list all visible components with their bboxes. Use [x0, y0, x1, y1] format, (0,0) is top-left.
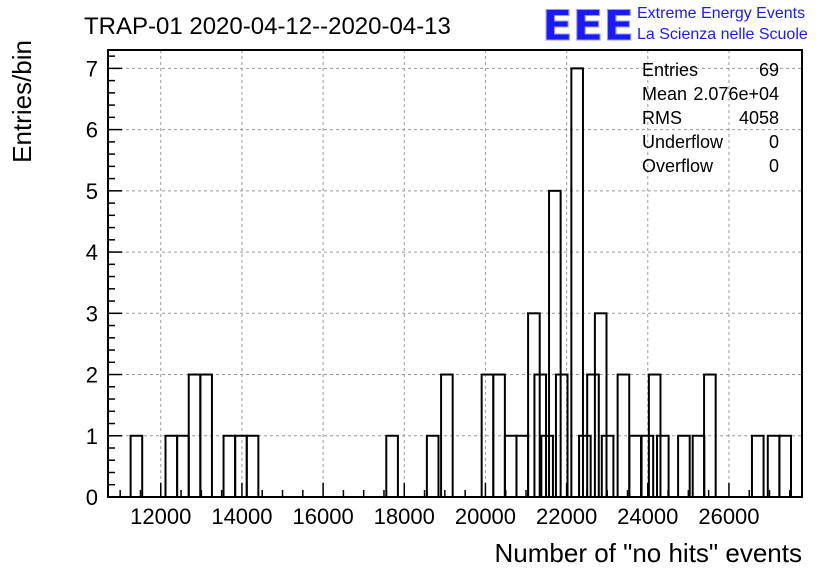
stats-value: 2.076e+04 [693, 84, 779, 104]
stats-value: 4058 [739, 108, 779, 128]
histogram-bar [677, 434, 691, 498]
histogram-bar [129, 434, 144, 498]
stats-label: Mean [642, 84, 687, 104]
histogram-bar [766, 434, 781, 498]
x-tick-label: 12000 [130, 504, 191, 529]
stats-label: Entries [642, 60, 698, 80]
x-axis-label: Number of "no hits" events [495, 538, 803, 568]
stats-label: Overflow [642, 156, 714, 176]
y-axis-label: Entries/bin [7, 40, 37, 163]
x-tick-label: 26000 [698, 504, 759, 529]
histogram-bar [234, 434, 248, 498]
histogram-bar [578, 434, 592, 498]
stats-box: Entries 69 Mean 2.076e+04 RMS 4058 Underflow 0 O… [642, 60, 779, 176]
x-tick-label: 20000 [455, 504, 516, 529]
y-tick-label: 3 [86, 301, 98, 326]
histogram-bar [778, 434, 793, 498]
x-tick-label: 14000 [211, 504, 272, 529]
histogram-bar [628, 434, 643, 498]
ticks-layer [108, 55, 791, 498]
stats-value: 69 [759, 60, 779, 80]
y-tick-label: 4 [86, 240, 98, 265]
histogram-bar [385, 434, 399, 498]
histogram-bar [503, 434, 518, 498]
chart-title: TRAP-01 2020-04-12--2020-04-13 [84, 13, 451, 40]
histogram-bar [691, 434, 706, 498]
plot-frame [107, 49, 803, 498]
histogram-bar [222, 434, 237, 498]
x-tick-label: 22000 [536, 504, 597, 529]
logo-line-1: Extreme Energy Events [637, 5, 805, 22]
stats-label: RMS [642, 108, 682, 128]
histogram-bar [570, 67, 584, 498]
eee-logo: EEE Extreme Energy Events La Scienza nel… [542, 1, 808, 51]
histogram-bar [655, 434, 670, 498]
histogram-bar [593, 312, 608, 498]
logo-line-2: La Scienza nelle Scuole [637, 26, 808, 43]
histogram-bar [600, 434, 615, 498]
y-tick-label: 7 [86, 56, 98, 81]
histogram-bar [515, 434, 530, 498]
y-tick-label: 0 [86, 485, 98, 510]
logo-mark: EEE [542, 1, 634, 50]
y-tick-label: 6 [86, 118, 98, 143]
histogram-bar [425, 434, 440, 498]
stats-value: 0 [769, 132, 779, 152]
stats-value: 0 [769, 156, 779, 176]
stats-label: Underflow [642, 132, 724, 152]
y-tick-label: 2 [86, 363, 98, 388]
histogram-bar [540, 434, 554, 498]
tick-labels-layer: 12000 14000 16000 18000 20000 22000 24000 26000… [86, 56, 760, 529]
y-tick-label: 5 [86, 179, 98, 204]
x-tick-label: 18000 [374, 504, 435, 529]
x-tick-label: 16000 [293, 504, 354, 529]
histogram-bar [176, 434, 190, 498]
histogram-bar [245, 434, 260, 498]
histogram-bar [750, 434, 765, 498]
x-tick-label: 24000 [617, 504, 678, 529]
histogram-bar [548, 189, 562, 499]
histogram-bar [164, 434, 179, 498]
y-tick-label: 1 [86, 424, 98, 449]
